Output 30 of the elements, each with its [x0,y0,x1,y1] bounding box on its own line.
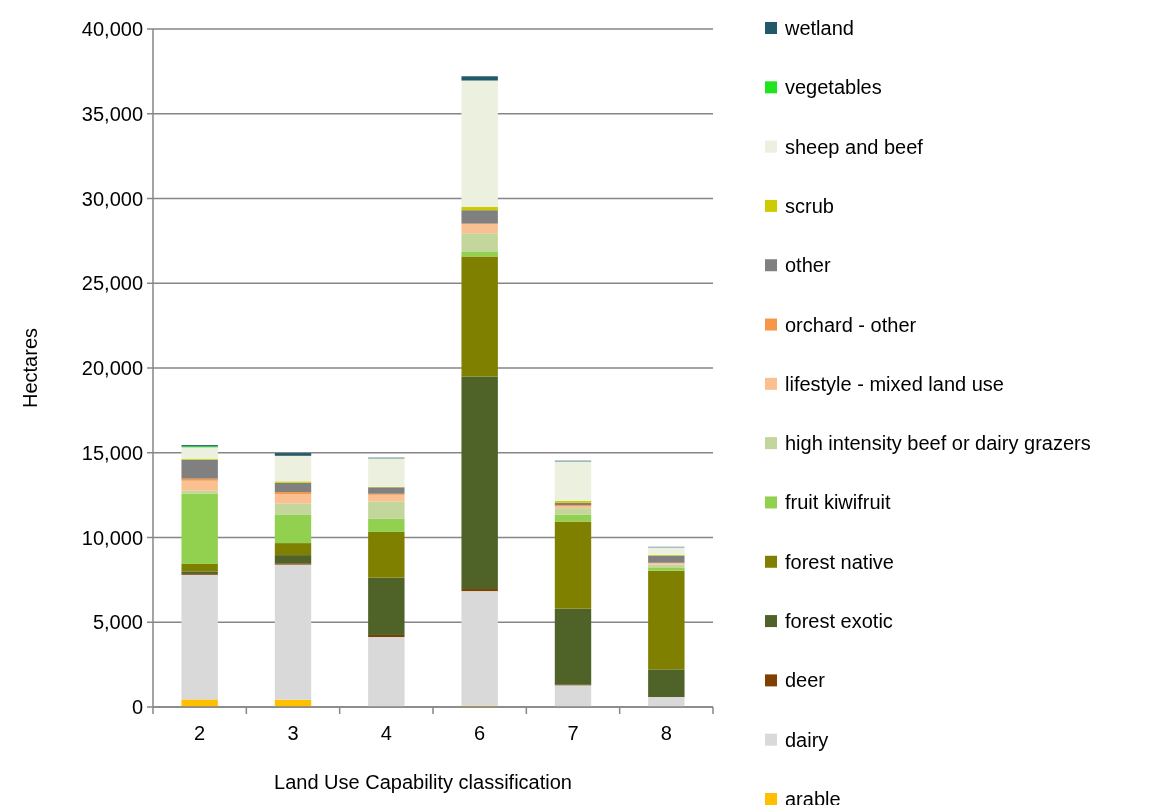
legend-label: scrub [785,194,834,217]
y-tick-label: 5,000 [92,611,143,634]
y-tick-label: 25,000 [81,272,143,295]
y-tick-label: 30,000 [81,187,143,210]
legend-label: wetland [784,17,854,39]
legend-label: dairy [785,728,829,751]
legend-label: fruit kiwifruit [785,491,892,514]
x-tick-label: 7 [567,722,579,744]
x-tick-label: 3 [287,722,299,744]
x-tick-label: 4 [380,722,392,744]
y-tick-label: 15,000 [81,441,143,464]
x-tick-label: 8 [660,722,672,744]
legend-label: deer [785,669,826,692]
legend-label: forest exotic [785,610,893,633]
legend-label: orchard - other [785,313,917,336]
x-tick-label: 6 [474,722,486,744]
legend-label: forest native [785,550,894,573]
legend-label: high intensity beef or dairy grazers [785,432,1091,455]
legend-label: vegetables [785,76,882,99]
y-tick-label: 35,000 [81,102,143,125]
legend-label: other [785,254,831,277]
x-tick-label: 2 [194,722,206,744]
y-axis-title: Hectares [19,327,41,409]
legend-label: sheep and beef [785,135,924,158]
y-tick-label: 10,000 [81,526,143,549]
x-axis-title: Land Use Capability classification [274,771,572,793]
y-tick-label: 0 [131,696,143,718]
y-tick-label: 20,000 [81,357,143,379]
legend-label: lifestyle - mixed land use [785,372,1004,395]
y-tick-label: 40,000 [81,18,143,40]
